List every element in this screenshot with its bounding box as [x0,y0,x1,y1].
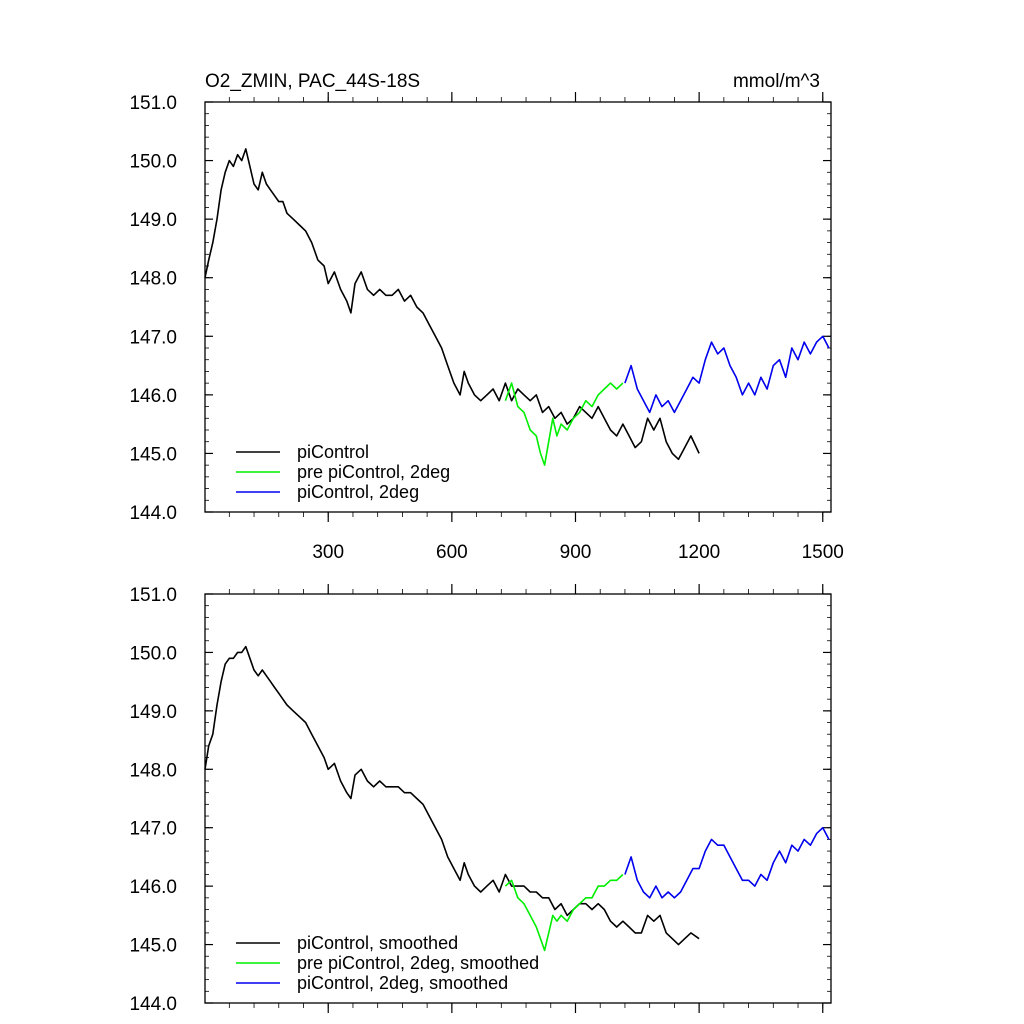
y-tick-label: 149.0 [129,702,177,723]
series-line-1 [204,148,700,461]
x-tick-label: 1500 [802,542,844,563]
series-line-3 [624,826,830,899]
y-tick-label: 148.0 [129,269,177,290]
legend-label-1: piControl [297,442,369,462]
legend-label-2: pre piControl, 2deg, smoothed [297,953,539,973]
y-tick-label: 150.0 [129,643,177,664]
y-tick-label: 148.0 [129,760,177,781]
series-line-1 [204,645,700,946]
legend-label-3: piControl, 2deg [297,482,419,502]
y-tick-label: 149.0 [129,210,177,231]
plot-frame [204,593,832,1004]
plot-frame [204,101,832,513]
y-tick-label: 147.0 [129,819,177,840]
y-tick-label: 151.0 [129,93,177,114]
chart-title: O2_ZMIN, PAC_44S-18S [205,71,420,92]
legend-label-1: piControl, smoothed [297,933,458,953]
y-tick-label: 151.0 [129,585,177,606]
bottom-panel: 144.0 145.0 146.0 147.0 148.0 149.0 150.0 151.0… [129,584,832,1015]
series-line-2 [504,382,624,466]
x-tick-label: 600 [436,542,468,563]
units-label: mmol/m^3 [733,71,820,92]
legend-label-3: piControl, 2deg, smoothed [297,973,508,993]
y-tick-label: 146.0 [129,386,177,407]
top-panel: 144.0 145.0 146.0 147.0 148.0 149.0 150.0 151.0… [129,92,844,563]
legend-label-2: pre piControl, 2deg [297,462,450,482]
series-line-3 [624,335,830,414]
series-line-2 [504,873,624,952]
x-tick-label: 300 [312,542,344,563]
y-tick-label: 145.0 [129,444,177,465]
y-tick-label: 145.0 [129,936,177,957]
y-tick-label: 144.0 [129,503,177,524]
x-tick-label: 1200 [678,542,720,563]
y-tick-label: 146.0 [129,877,177,898]
y-tick-label: 147.0 [129,327,177,348]
y-tick-label: 150.0 [129,152,177,173]
x-tick-label: 900 [560,542,592,563]
y-tick-label: 144.0 [129,994,177,1015]
